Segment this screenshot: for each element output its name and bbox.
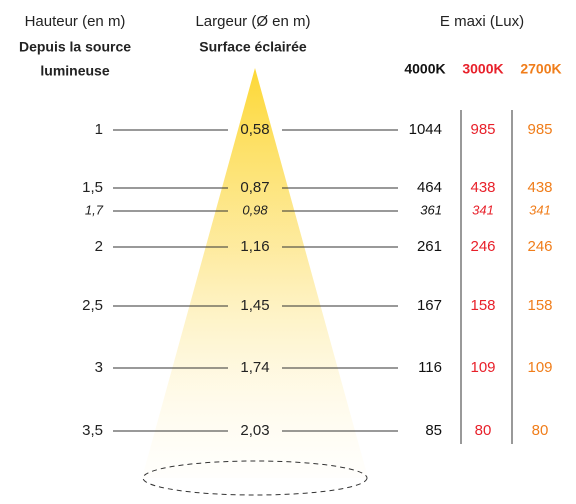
lux-value: 167 (417, 297, 442, 314)
height-label: 1 (95, 121, 103, 138)
width-label: 0,87 (240, 179, 269, 196)
column-header: 4000K (404, 61, 445, 77)
lux-value: 341 (529, 202, 551, 217)
width-label: 2,03 (240, 422, 269, 439)
width-label: 1,16 (240, 238, 269, 255)
width-subtitle: Surface éclairée (199, 39, 307, 55)
height-label: 1,7 (85, 202, 104, 217)
lux-value: 985 (470, 121, 495, 138)
lux-value: 109 (470, 359, 495, 376)
column-header: 3000K (462, 61, 503, 77)
height-label: 3,5 (82, 422, 103, 439)
height-label: 2 (95, 238, 103, 255)
lux-value: 109 (527, 359, 552, 376)
lux-value: 246 (527, 238, 552, 255)
height-label: 2,5 (82, 297, 103, 314)
lux-value: 116 (418, 359, 442, 376)
lux-value: 158 (527, 297, 552, 314)
height-subtitle: lumineuse (40, 63, 109, 79)
height-label: 3 (95, 359, 103, 376)
lux-value: 1044 (409, 121, 442, 138)
width-label: 1,45 (240, 297, 269, 314)
lux-value: 985 (527, 121, 552, 138)
lux-value: 80 (475, 422, 492, 439)
lux-value: 80 (532, 422, 549, 439)
lux-value: 85 (425, 422, 442, 439)
height-label: 1,5 (82, 179, 103, 196)
lux-value: 261 (417, 238, 442, 255)
lux-value: 438 (470, 179, 495, 196)
width-label: 1,74 (240, 359, 269, 376)
column-header: 2700K (520, 61, 561, 77)
lux-value: 341 (472, 202, 494, 217)
lux-value: 158 (470, 297, 495, 314)
lux-value: 438 (527, 179, 552, 196)
height-title: Hauteur (en m) (25, 13, 126, 30)
lux-value: 361 (420, 202, 442, 217)
beam-diagram: Hauteur (en m) Depuis la source lumineus… (0, 0, 576, 504)
lux-title: E maxi (Lux) (440, 13, 524, 30)
lux-value: 246 (470, 238, 495, 255)
width-title: Largeur (Ø en m) (195, 13, 310, 30)
lux-value: 464 (417, 179, 442, 196)
height-subtitle: Depuis la source (19, 39, 131, 55)
width-label: 0,98 (242, 202, 268, 217)
width-label: 0,58 (240, 121, 269, 138)
